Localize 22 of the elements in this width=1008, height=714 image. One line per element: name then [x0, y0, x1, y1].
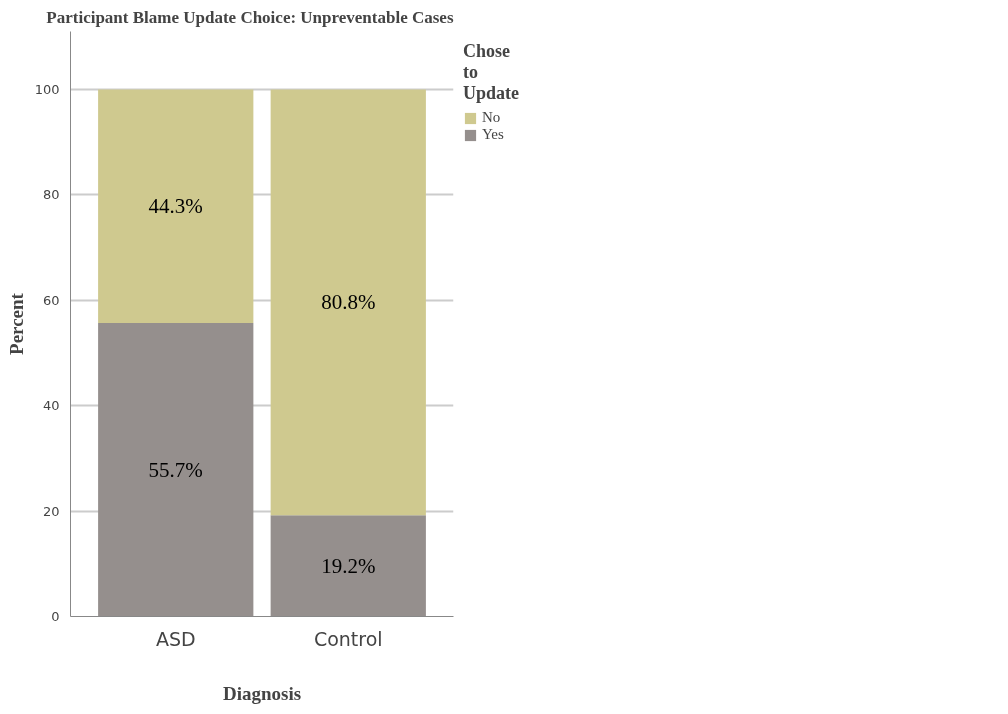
- x-tick-label: ASD: [155, 627, 196, 650]
- y-tick-label: 80: [42, 187, 60, 203]
- bar: [98, 322, 254, 617]
- bar: [270, 89, 426, 516]
- legend-label: Yes: [482, 126, 504, 143]
- chart-title: Participant Blame Update Choice: Unpreventable Cases: [46, 7, 454, 27]
- data-label: 19.2%: [321, 553, 376, 578]
- bar: [270, 515, 426, 617]
- legend-label: No: [482, 109, 502, 126]
- y-tick-label: 0: [51, 609, 60, 624]
- y-axis-title: Percent: [5, 292, 27, 355]
- x-axis-title: Diagnosis: [222, 682, 302, 704]
- data-label: 55.7%: [148, 457, 203, 482]
- data-label: 80.8%: [321, 290, 376, 315]
- data-label: 44.3%: [148, 194, 203, 219]
- bar: [98, 89, 254, 323]
- y-tick-label: 100: [34, 81, 60, 97]
- x-tick-label: Control: [313, 627, 383, 650]
- legend-title: Chose to Update: [463, 41, 520, 104]
- y-tick-label: 40: [42, 398, 60, 414]
- y-tick-label: 60: [42, 292, 60, 308]
- y-tick-label: 20: [42, 503, 60, 519]
